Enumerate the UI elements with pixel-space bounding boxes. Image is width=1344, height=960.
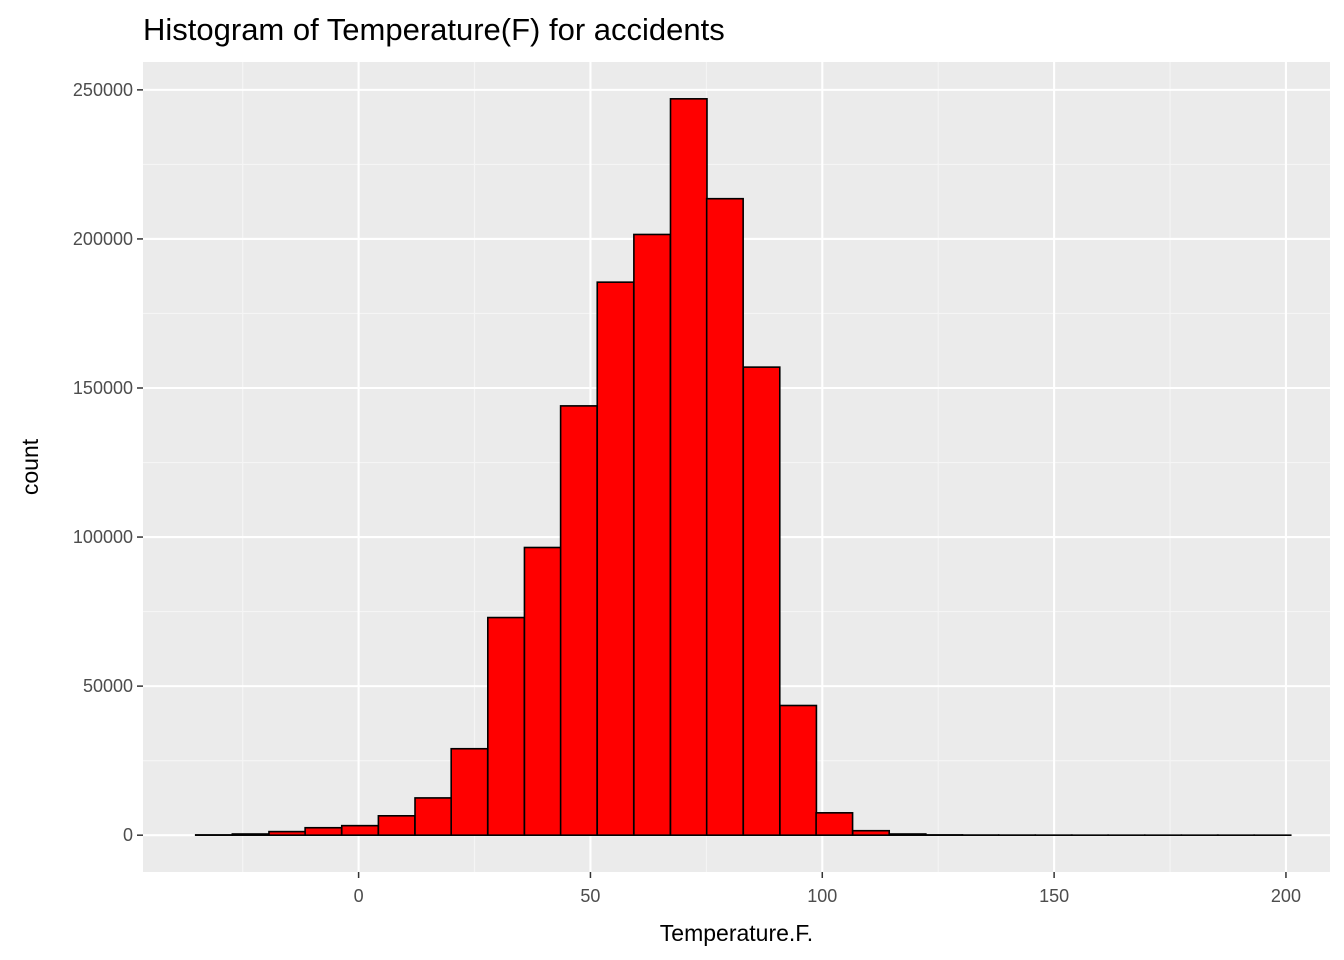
x-axis: 0 50 100 150 200 <box>354 872 1301 906</box>
histogram-bar <box>268 830 307 836</box>
x-tick-label: 200 <box>1271 886 1301 906</box>
histogram-bar <box>304 826 343 836</box>
histogram-bar <box>779 704 818 836</box>
histogram-bar <box>633 233 672 836</box>
histogram-bar <box>231 833 270 836</box>
histogram-bar <box>340 824 380 836</box>
histogram-bar <box>523 546 562 836</box>
histogram-bar <box>742 366 781 836</box>
y-tick-label: 50000 <box>83 676 133 696</box>
y-axis: 0 50000 100000 150000 200000 250000 <box>73 80 143 845</box>
histogram-bar <box>596 281 635 836</box>
y-tick-label: 100000 <box>73 527 133 547</box>
x-tick-label: 150 <box>1039 886 1069 906</box>
x-tick-label: 50 <box>580 886 600 906</box>
x-axis-title: Temperature.F. <box>660 920 813 946</box>
histogram-bars <box>194 98 1292 836</box>
y-tick-label: 0 <box>123 825 133 845</box>
x-tick-label: 0 <box>354 886 364 906</box>
chart-title: Histogram of Temperature(F) for accident… <box>143 12 725 47</box>
histogram-bar <box>487 616 526 836</box>
y-axis-title: count <box>17 438 43 495</box>
histogram-bar <box>669 98 708 836</box>
y-tick-label: 250000 <box>73 80 133 100</box>
y-tick-label: 200000 <box>73 229 133 249</box>
histogram-bar <box>851 829 891 836</box>
histogram-bar <box>377 815 416 836</box>
histogram-bar <box>815 812 854 836</box>
histogram-bar <box>559 405 598 836</box>
histogram-bar <box>414 797 453 836</box>
histogram-bar <box>888 833 927 836</box>
histogram-bar <box>450 747 489 836</box>
x-tick-label: 100 <box>807 886 837 906</box>
histogram-bar <box>705 197 744 836</box>
y-tick-label: 150000 <box>73 378 133 398</box>
